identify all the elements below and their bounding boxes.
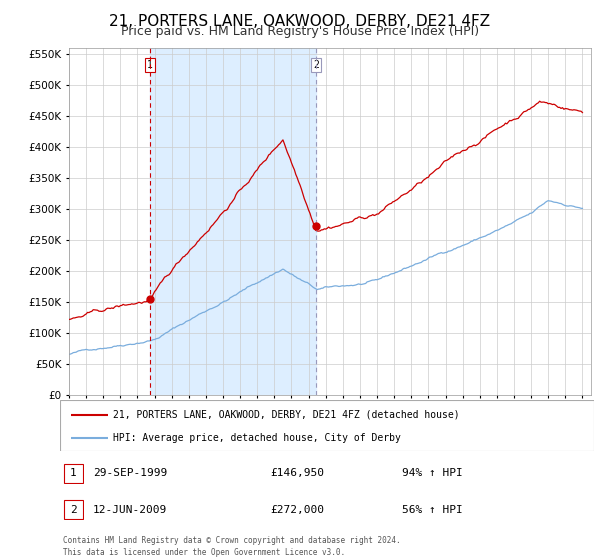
- Text: 94% ↑ HPI: 94% ↑ HPI: [402, 468, 463, 478]
- Text: Price paid vs. HM Land Registry's House Price Index (HPI): Price paid vs. HM Land Registry's House …: [121, 25, 479, 38]
- Text: 1: 1: [148, 60, 153, 70]
- Text: £146,950: £146,950: [270, 468, 324, 478]
- Text: 1: 1: [70, 468, 77, 478]
- Text: 2: 2: [313, 60, 319, 70]
- Text: HPI: Average price, detached house, City of Derby: HPI: Average price, detached house, City…: [113, 433, 401, 443]
- Text: 29-SEP-1999: 29-SEP-1999: [93, 468, 167, 478]
- Text: 2: 2: [70, 505, 77, 515]
- Text: This data is licensed under the Open Government Licence v3.0.: This data is licensed under the Open Gov…: [63, 548, 345, 557]
- Text: 21, PORTERS LANE, OAKWOOD, DERBY, DE21 4FZ: 21, PORTERS LANE, OAKWOOD, DERBY, DE21 4…: [109, 14, 491, 29]
- Text: 56% ↑ HPI: 56% ↑ HPI: [402, 505, 463, 515]
- Bar: [150, 48, 316, 395]
- Text: £272,000: £272,000: [270, 505, 324, 515]
- Text: 12-JUN-2009: 12-JUN-2009: [93, 505, 167, 515]
- Text: 21, PORTERS LANE, OAKWOOD, DERBY, DE21 4FZ (detached house): 21, PORTERS LANE, OAKWOOD, DERBY, DE21 4…: [113, 409, 460, 419]
- Text: Contains HM Land Registry data © Crown copyright and database right 2024.: Contains HM Land Registry data © Crown c…: [63, 536, 401, 545]
